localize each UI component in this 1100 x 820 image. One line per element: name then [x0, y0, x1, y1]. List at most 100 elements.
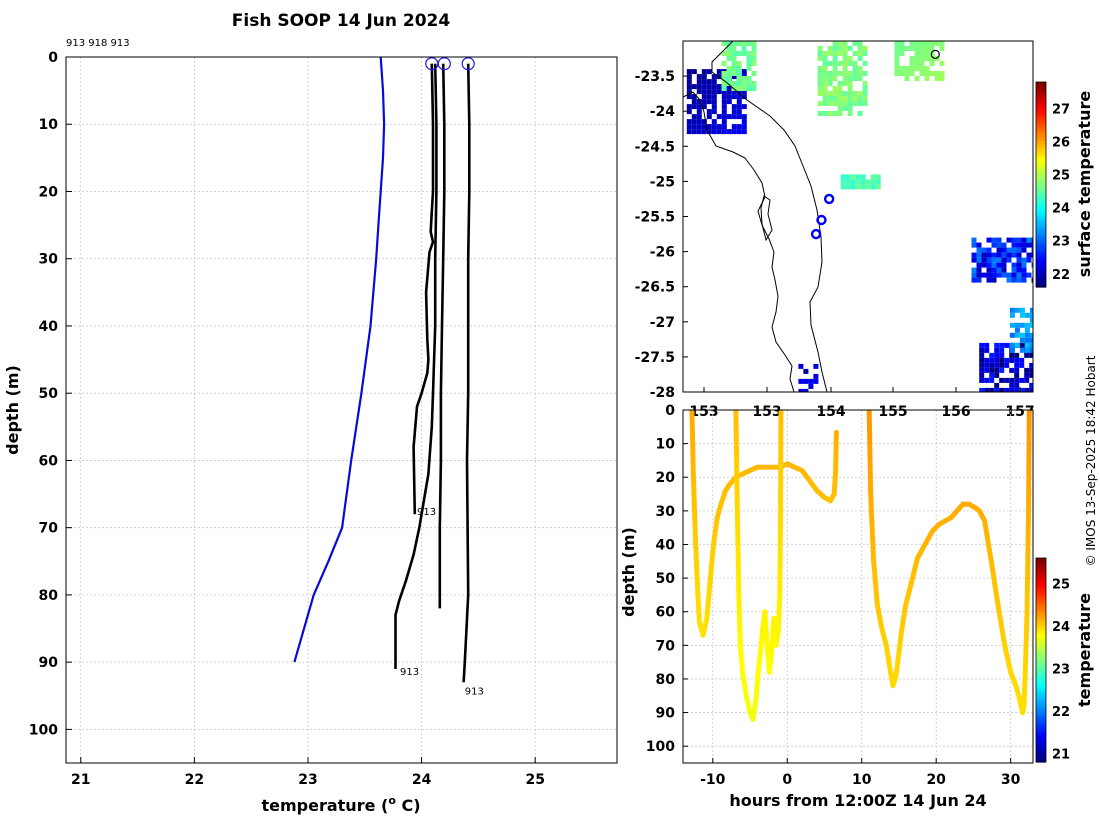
sst-cell	[909, 41, 915, 46]
timeseries-colorbar-swatch	[1036, 741, 1046, 746]
sst-cell	[731, 124, 737, 130]
sst-cell	[1016, 257, 1022, 263]
map-colorbar-tick: 24	[1052, 202, 1070, 217]
sst-cell	[1029, 352, 1033, 358]
map-xtick-label: 153	[752, 404, 781, 420]
sst-cell	[1019, 337, 1025, 343]
sst-cell	[798, 378, 804, 384]
sst-cell	[701, 84, 707, 90]
sst-cell	[919, 61, 925, 66]
sst-cell	[909, 71, 915, 76]
map-colorbar-swatch	[1036, 181, 1046, 186]
sst-cell	[852, 96, 858, 101]
sst-cell	[894, 66, 900, 71]
ship-position-marker	[930, 49, 940, 59]
sst-cell	[842, 96, 848, 101]
sst-cell	[832, 111, 838, 116]
timeseries-ytick-label: 50	[656, 571, 676, 587]
sst-cell	[939, 41, 945, 46]
sst-cell	[986, 237, 992, 243]
sst-cell	[1029, 372, 1033, 378]
timeseries-xtick-label: 30	[1001, 772, 1021, 788]
sst-cell	[1001, 257, 1007, 263]
sst-cell	[1026, 257, 1032, 263]
timeseries-ylabel: depth (m)	[619, 527, 638, 617]
map-colorbar-swatch	[1036, 276, 1046, 281]
sst-cell	[862, 61, 868, 66]
timeseries-ytick-label: 10	[656, 437, 676, 453]
sst-cell	[976, 277, 982, 283]
sst-cell	[1024, 367, 1030, 373]
sst-cell	[813, 378, 819, 384]
sst-cell	[986, 257, 992, 263]
sst-cell	[984, 362, 990, 368]
sst-cell	[1009, 312, 1015, 318]
timeseries-ytick-label: 70	[656, 638, 676, 654]
map-ytick-label: -25	[650, 174, 675, 190]
sst-cell	[840, 174, 846, 180]
sst-cell	[701, 119, 707, 125]
sst-cell	[1014, 367, 1020, 373]
sst-cell	[822, 81, 828, 86]
sst-cell	[845, 174, 851, 180]
profile-id-annotation: 913	[465, 686, 484, 697]
map-colorbar-tick: 22	[1052, 268, 1070, 283]
timeseries-colorbar-swatch	[1036, 581, 1046, 586]
sst-cell	[984, 367, 990, 373]
profile-ytick-label: 90	[39, 655, 59, 671]
sst-cell	[1019, 362, 1025, 368]
sst-cell	[1014, 342, 1020, 348]
profile-xtick-label: 24	[412, 772, 432, 788]
sst-cell	[857, 41, 863, 46]
timeseries-colorbar-swatch	[1036, 717, 1046, 722]
sst-cell	[909, 61, 915, 66]
sst-cell	[726, 84, 732, 90]
sst-cell	[842, 56, 848, 61]
sst-cell	[862, 51, 868, 56]
sst-cell	[731, 46, 737, 51]
sst-cell	[837, 106, 843, 111]
map-colorbar-swatch	[1036, 273, 1046, 278]
sst-cell	[981, 272, 987, 278]
sst-cell	[827, 76, 833, 81]
sst-cell	[726, 66, 732, 71]
sst-cell	[1001, 272, 1007, 278]
sst-cell	[822, 91, 828, 96]
sst-cell	[979, 362, 985, 368]
sst-cell	[989, 367, 995, 373]
sst-cell	[731, 71, 737, 76]
sst-cell	[1014, 377, 1020, 383]
sst-cell	[736, 76, 742, 81]
sst-cell	[984, 342, 990, 348]
sst-cell	[736, 94, 742, 100]
map-colorbar-swatch	[1036, 157, 1046, 162]
profile-axes-frame	[65, 56, 618, 764]
sst-cell	[976, 247, 982, 253]
sst-cell	[721, 124, 727, 130]
sst-cell	[808, 378, 814, 384]
sst-cell	[822, 96, 828, 101]
sst-cell	[870, 179, 876, 185]
profile-ticks: 21 22 23 24 25 0 10 20 30 40 50 60 70 80 90 100	[29, 50, 545, 788]
sst-cell	[1004, 387, 1010, 392]
map-colorbar-tick: 25	[1052, 169, 1070, 184]
sst-cell	[857, 91, 863, 96]
map-colorbar-swatch	[1036, 140, 1046, 145]
sst-cell	[706, 94, 712, 100]
profile-id-annotation: 913	[400, 667, 419, 678]
sst-cell	[857, 51, 863, 56]
sst-cell	[817, 101, 823, 106]
sst-cell	[721, 86, 727, 91]
sst-cell	[721, 114, 727, 120]
sst-cell	[1016, 252, 1022, 258]
sst-cell	[701, 94, 707, 100]
sst-cell	[1021, 272, 1027, 278]
timeseries-colorbar-swatch	[1036, 745, 1046, 749]
sst-cell	[837, 86, 843, 91]
sst-cell	[919, 41, 925, 46]
sst-cell	[924, 56, 930, 61]
map-colorbar-swatch	[1036, 167, 1046, 172]
sst-cell	[822, 76, 828, 81]
sst-cell	[862, 101, 868, 106]
sst-cell	[986, 252, 992, 258]
